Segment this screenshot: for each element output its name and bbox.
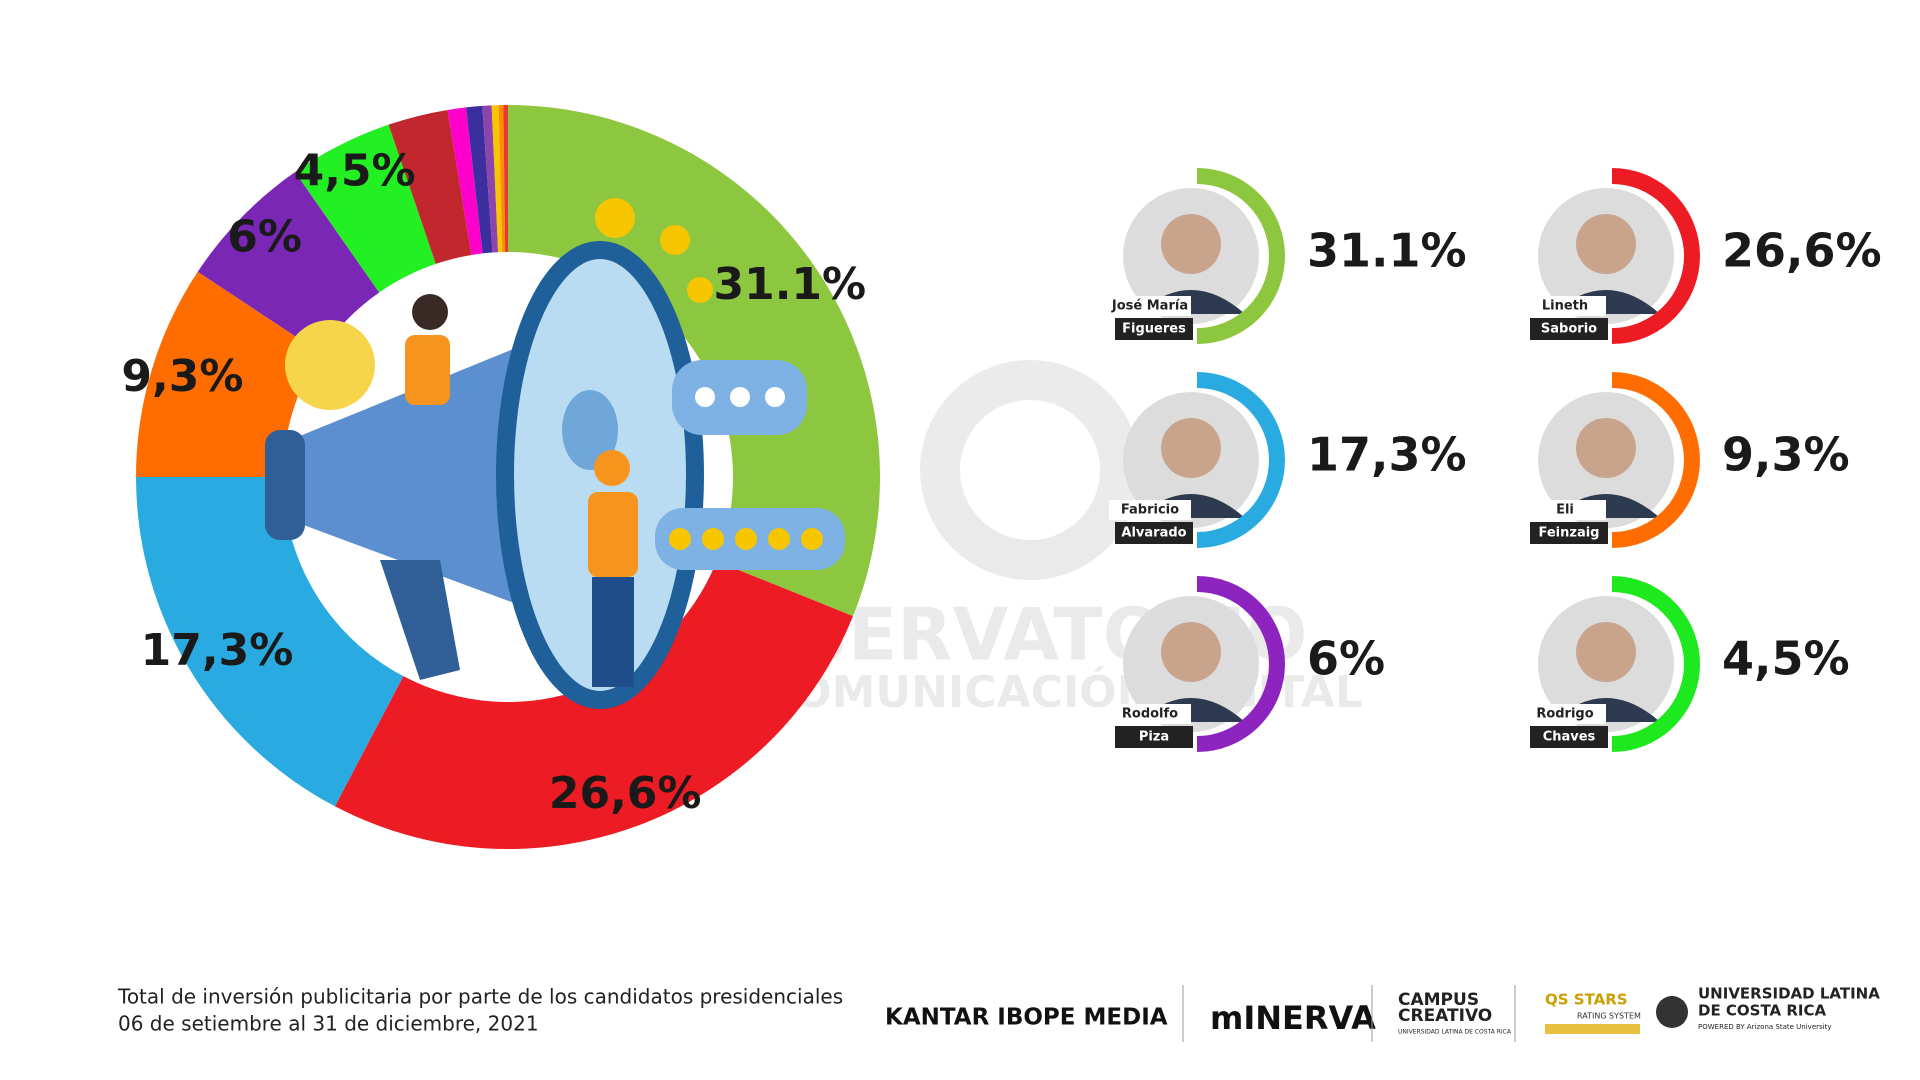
first-name: José María (1111, 299, 1188, 314)
dot (765, 387, 785, 407)
person-head (412, 294, 448, 330)
data-label: 31.1% (713, 259, 866, 310)
first-name: Lineth (1542, 299, 1588, 314)
first-name-bg (1524, 500, 1606, 520)
stars-bar (1545, 1024, 1640, 1034)
first-name: Fabricio (1121, 503, 1179, 518)
stars (595, 198, 823, 550)
candidate-card: Eli Feinzaig 9,3% (1524, 372, 1850, 548)
share: 4,5% (1722, 632, 1850, 686)
logo-ulatina: DE COSTA RICA (1698, 1002, 1827, 1020)
data-label: 4,5% (294, 146, 416, 197)
photo-head (1161, 418, 1221, 478)
first-name-bg (1109, 296, 1191, 316)
share: 9,3% (1722, 428, 1850, 482)
first-name-bg (1109, 500, 1191, 520)
watermark-icon (920, 360, 1140, 580)
candidate-card: Fabricio Alvarado 17,3% (1109, 372, 1467, 548)
logo-ulatina: UNIVERSIDAD LATINA (1698, 985, 1880, 1003)
first-name: Eli (1556, 503, 1574, 518)
donut-slice (388, 109, 472, 264)
ring (1611, 372, 1700, 548)
candidate-card: Lineth Saborio 26,6% (1524, 168, 1882, 344)
photo-head (1161, 214, 1221, 274)
photo-head (1576, 622, 1636, 682)
donut-slice (136, 477, 404, 807)
donut-slice (447, 107, 483, 255)
donut-slice (503, 105, 508, 253)
donut-slice (491, 105, 503, 253)
logo-stars: RATING SYSTEM (1577, 1012, 1641, 1021)
illustration (265, 198, 845, 709)
megaphone-handle (380, 560, 460, 680)
globe (1656, 996, 1688, 1028)
share: 31.1% (1307, 224, 1467, 278)
logo-minerva: mINERVA (1210, 999, 1376, 1037)
last-name: Figueres (1122, 322, 1186, 337)
data-label: 26,6% (549, 768, 702, 819)
share: 26,6% (1722, 224, 1882, 278)
logo-ulatina: POWERED BY Arizona State University (1698, 1023, 1831, 1031)
ring (1611, 168, 1700, 344)
candidates: José María Figueres 31.1% Lineth Saborio 26,6… (1109, 168, 1882, 752)
footer-text: Total de inversión publicitaria por part… (117, 985, 843, 1009)
candidate-card: Rodrigo Chaves 4,5% (1524, 576, 1850, 752)
share: 6% (1307, 632, 1385, 686)
photo-head (1576, 214, 1636, 274)
last-name-bg (1115, 726, 1193, 748)
person-body (405, 335, 450, 405)
footer-text: 06 de setiembre al 31 de diciembre, 2021 (118, 1012, 539, 1036)
first-name-bg (1109, 704, 1191, 724)
first-name-bg (1524, 704, 1606, 724)
ring (1196, 168, 1285, 344)
donut-slice (197, 171, 380, 353)
last-name-bg (1115, 522, 1193, 544)
last-name-bg (1115, 318, 1193, 340)
last-name: Alvarado (1121, 526, 1186, 541)
first-name: Rodolfo (1122, 707, 1178, 722)
photo-head (1161, 622, 1221, 682)
person-legs (592, 577, 634, 687)
data-label: 9,3% (121, 351, 243, 402)
first-name: Rodrigo (1536, 707, 1593, 722)
ring (1196, 372, 1285, 548)
person-head (594, 450, 630, 486)
logos: KANTAR IBOPE MEDIA mINERVA CAMPUS CREATI… (885, 985, 1880, 1042)
last-name: Feinzaig (1539, 526, 1600, 541)
last-name: Piza (1139, 730, 1169, 745)
candidate-card: José María Figueres 31.1% (1109, 168, 1467, 344)
last-name-bg (1530, 726, 1608, 748)
logo-campus: UNIVERSIDAD LATINA DE COSTA RICA (1398, 1029, 1512, 1036)
last-name: Saborio (1541, 322, 1597, 337)
ring (1196, 576, 1285, 752)
photo-head (1576, 418, 1636, 478)
megaphone-body (290, 330, 560, 620)
megaphone-back (265, 430, 305, 540)
megaphone-inner (562, 390, 618, 470)
first-name-bg (1524, 296, 1606, 316)
donut-slice (295, 124, 436, 293)
logo-stars: QS STARS (1545, 991, 1628, 1009)
data-label: 6% (227, 212, 302, 263)
donut-slice (482, 105, 499, 253)
logo-kantar: KANTAR IBOPE MEDIA (885, 1005, 1168, 1031)
donut-slice (508, 105, 880, 617)
data-label: 17,3% (141, 625, 294, 676)
logo-campus: CREATIVO (1398, 1006, 1492, 1026)
donut-slice (136, 271, 321, 477)
logo-campus: CAMPUS (1398, 990, 1479, 1010)
ring (1611, 576, 1700, 752)
last-name-bg (1530, 522, 1608, 544)
last-name-bg (1530, 318, 1608, 340)
donut-slice (466, 105, 493, 254)
bulb (285, 320, 375, 410)
last-name: Chaves (1543, 730, 1596, 745)
person-body (588, 492, 638, 577)
dot (730, 387, 750, 407)
donut-slice (498, 105, 506, 253)
dot (695, 387, 715, 407)
candidate-card: Rodolfo Piza 6% (1109, 576, 1385, 752)
share: 17,3% (1307, 428, 1467, 482)
